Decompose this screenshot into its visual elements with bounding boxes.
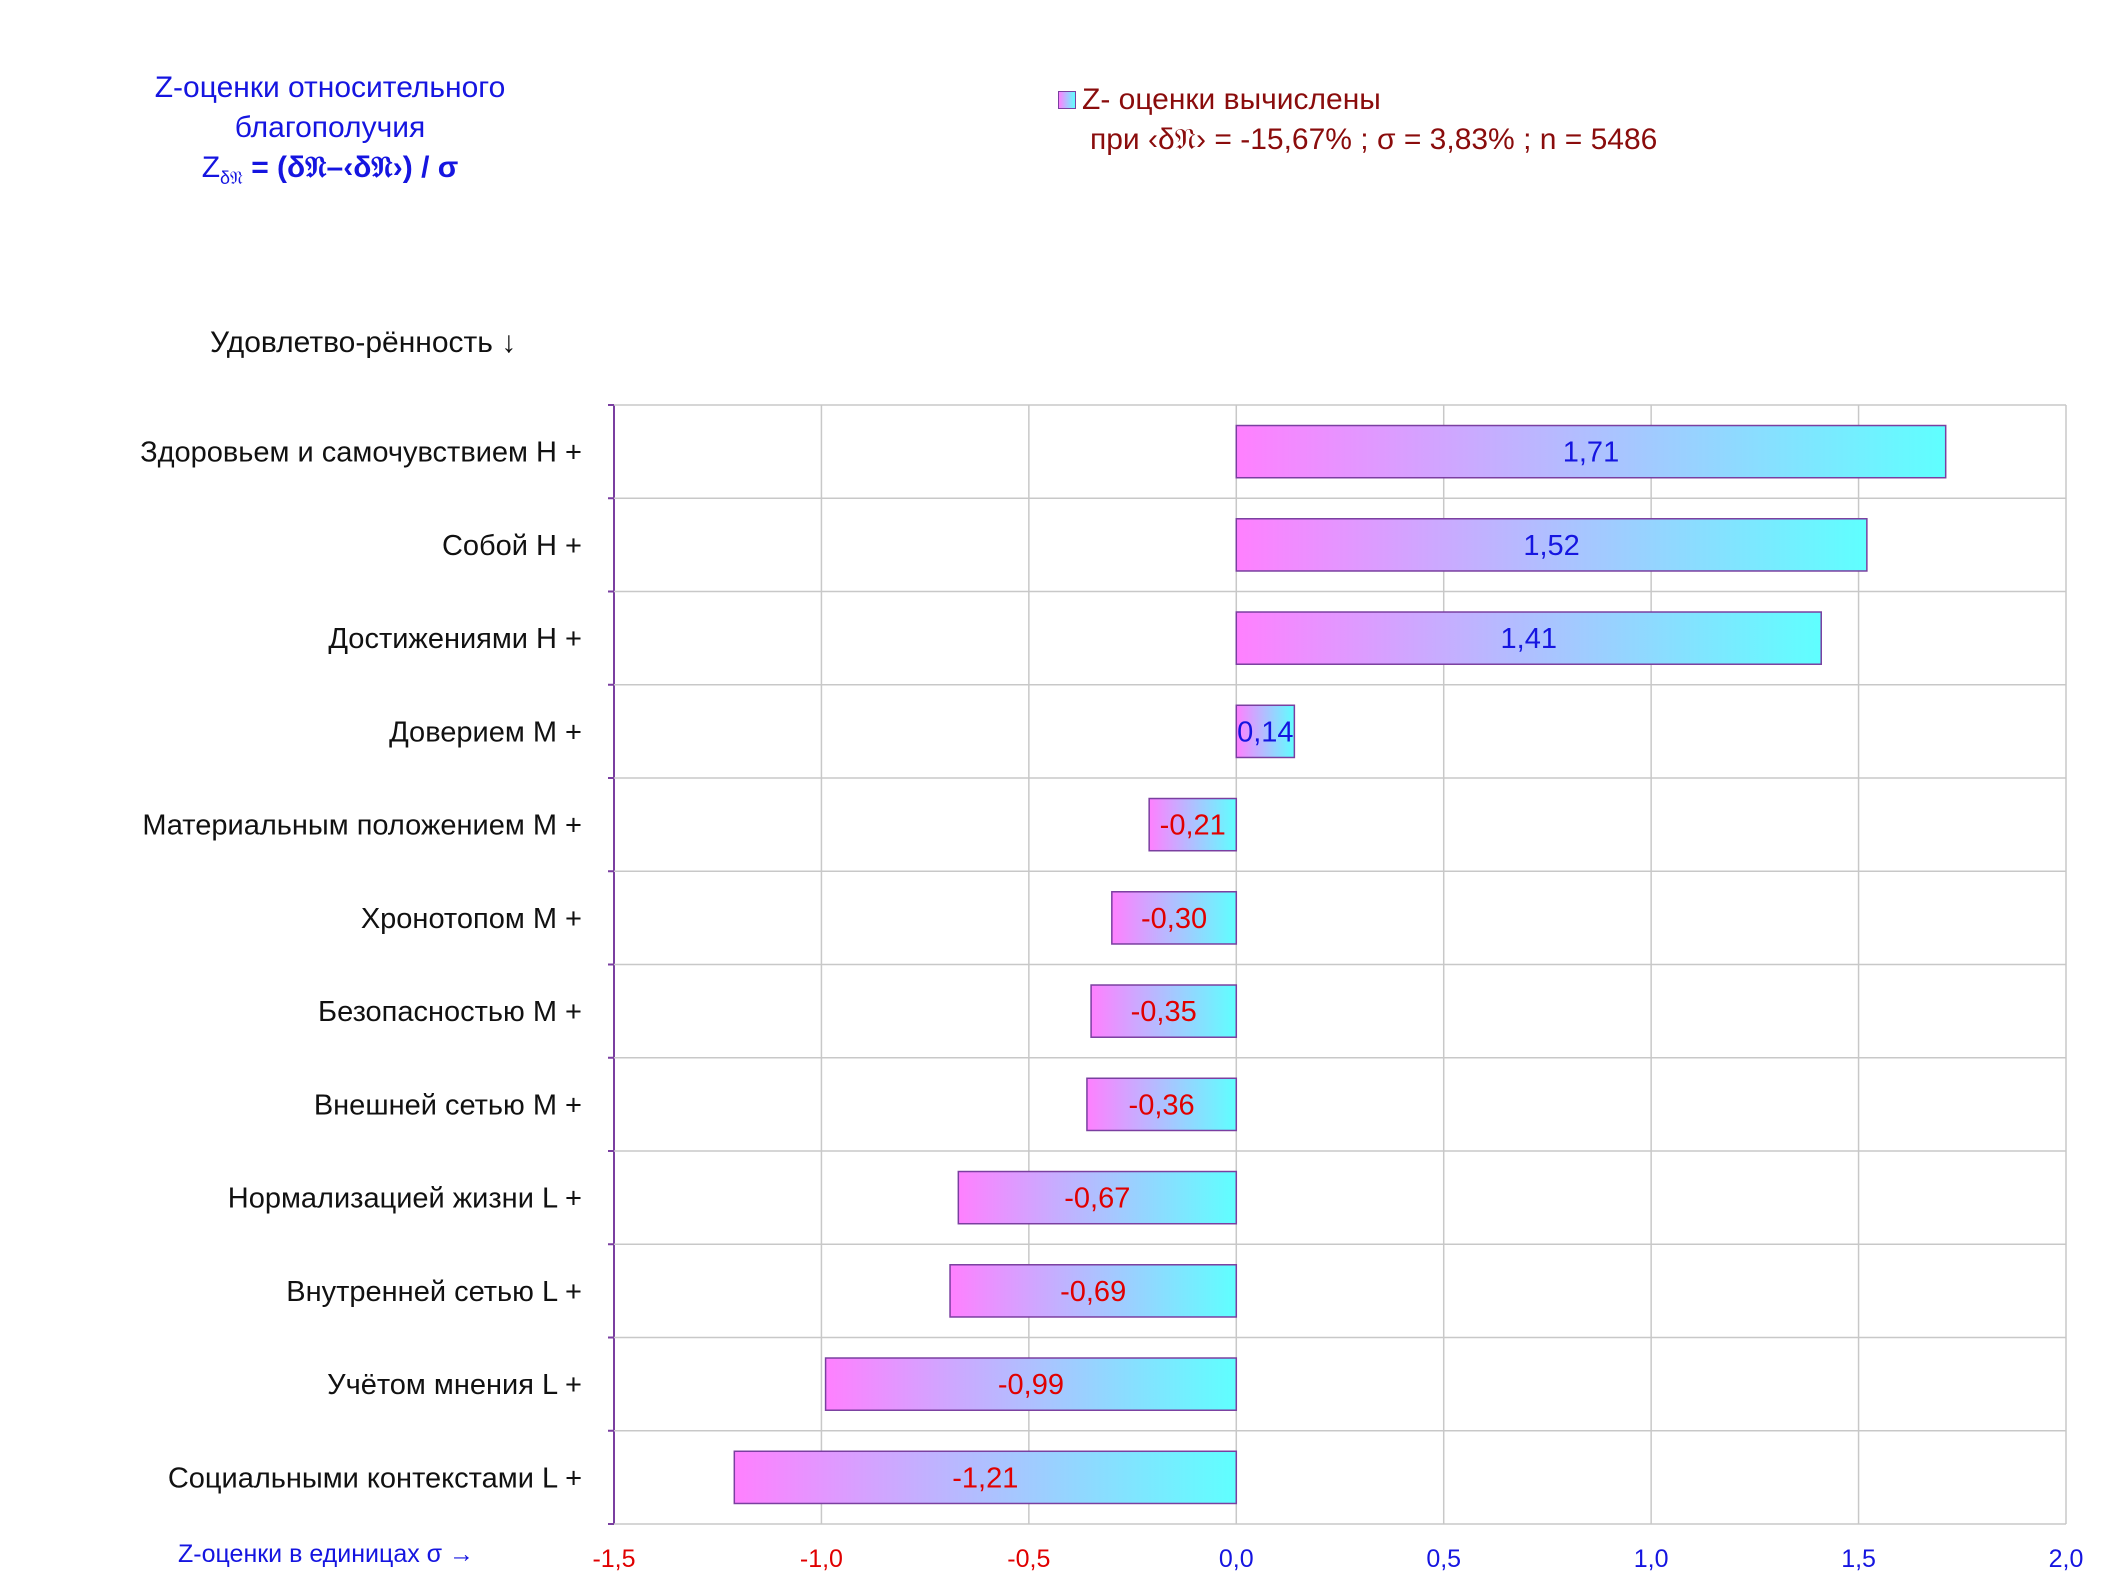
bar-value-label: -0,67 <box>1064 1183 1130 1215</box>
x-tick-label: -1,5 <box>592 1545 635 1573</box>
title-line-1: Z-оценки относительного <box>154 71 506 104</box>
bar <box>1235 424 1947 479</box>
bar <box>1090 984 1238 1038</box>
grid <box>608 404 2067 1525</box>
category-label: Достижениями H + <box>328 623 582 655</box>
y-axis-title: Удовлетво-рённость ↓ <box>210 326 517 359</box>
x-tick-label: 0,5 <box>1426 1545 1461 1573</box>
title-line-2: благополучия <box>234 111 426 144</box>
category-label: Здоровьем и самочувствием H + <box>140 437 582 469</box>
bar-value-label: -1,21 <box>952 1462 1018 1494</box>
category-label: Социальными контекстами L + <box>168 1462 582 1494</box>
category-label: Внутренней сетью L + <box>286 1276 582 1308</box>
x-tick-label: -0,5 <box>1007 1545 1050 1573</box>
category-label: Доверием M + <box>389 716 582 748</box>
bar <box>1235 611 1822 665</box>
bar <box>733 1450 1238 1505</box>
bar <box>957 1170 1238 1225</box>
bar-value-label: 1,71 <box>1563 437 1619 469</box>
legend-swatch <box>1058 91 1076 109</box>
legend-label: Z- оценки вычислены <box>1082 83 1381 116</box>
bar <box>949 1264 1238 1318</box>
bar-value-label: -0,69 <box>1060 1276 1126 1308</box>
formula-subscript: δ𝔑 <box>220 168 243 188</box>
category-label: Материальным положением M + <box>142 810 582 842</box>
bar-value-label: -0,35 <box>1131 996 1197 1028</box>
title-formula: Zδ𝔑 = (δ𝔑–‹δ𝔑›) / σ <box>90 148 570 198</box>
category-label: Собой H + <box>442 530 582 562</box>
bar-value-label: -0,30 <box>1141 903 1207 935</box>
bar-value-label: 1,41 <box>1501 623 1557 655</box>
x-tick-label: 0,0 <box>1219 1545 1254 1573</box>
bar-value-label: 0,14 <box>1237 716 1293 748</box>
legend-line-1: Z- оценки вычислены <box>1058 80 1657 120</box>
bar <box>1235 518 1868 572</box>
legend: Z- оценки вычислены при ‹δ𝔑› = -15,67% ;… <box>1058 80 1657 160</box>
x-tick-labels: -1,5 -1,0 -0,5 0,0 0,5 1,0 1,5 2,0 <box>592 1545 2083 1573</box>
category-label: Безопасностью M + <box>318 996 582 1028</box>
bar <box>1086 1077 1238 1132</box>
bars: 1,71 1,52 1,41 0,14 -0,21 -0,30 -0,35 -0,36 -0,6… <box>733 424 1947 1505</box>
chart-title: Z-оценки относительного благополучия Zδ𝔑… <box>90 68 570 198</box>
bar <box>1148 797 1238 852</box>
legend-line-2: при ‹δ𝔑› = -15,67% ; σ = 3,83% ; n = 548… <box>1090 123 1658 156</box>
formula-rest: = (δ𝔑–‹δ𝔑›) / σ <box>242 151 459 184</box>
bar-value-label: -0,36 <box>1129 1089 1195 1121</box>
bar-value-label: 1,52 <box>1523 530 1579 562</box>
category-label: Внешней сетью M + <box>314 1089 582 1121</box>
x-tick-label: -1,0 <box>800 1545 843 1573</box>
bar <box>1235 704 1296 759</box>
bar-value-label: -0,99 <box>998 1369 1064 1401</box>
category-label: Хронотопом M + <box>361 903 582 935</box>
x-tick-label: 2,0 <box>2049 1545 2084 1573</box>
bar-value-label: -0,21 <box>1160 810 1226 842</box>
bar <box>824 1357 1238 1411</box>
x-axis-title: Z-оценки в единицах σ → <box>178 1540 475 1568</box>
category-labels: Здоровьем и самочувствием H + Собой H + До… <box>140 437 582 1495</box>
x-tick-label: 1,0 <box>1634 1545 1669 1573</box>
category-label: Учётом мнения L + <box>327 1369 582 1401</box>
x-tick-label: 1,5 <box>1841 1545 1876 1573</box>
formula-z: Z <box>201 151 221 184</box>
category-label: Нормализацией жизни L + <box>228 1183 582 1215</box>
bar <box>1111 891 1238 945</box>
